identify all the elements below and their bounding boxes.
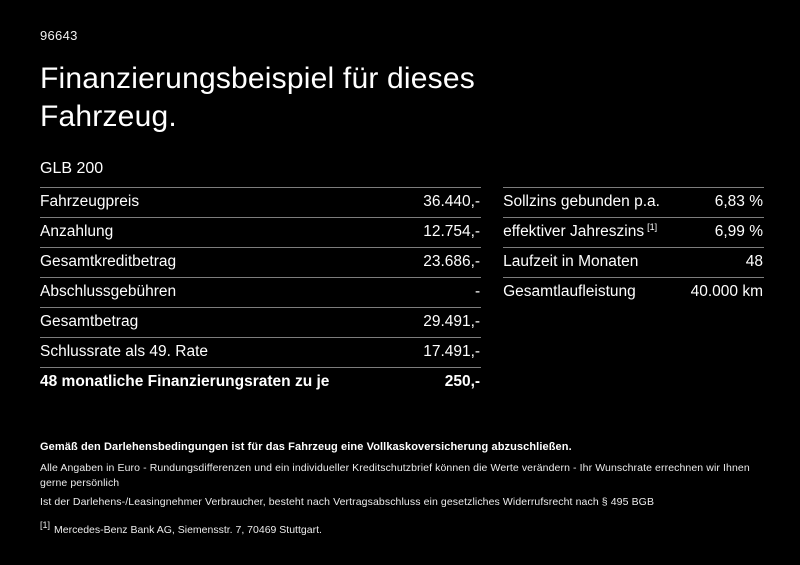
row-label: Sollzins gebunden p.a. bbox=[503, 192, 660, 210]
vehicle-model: GLB 200 bbox=[40, 159, 104, 177]
row-value: 48 bbox=[745, 252, 763, 270]
table-row-sollzins: Sollzins gebunden p.a. 6,83 % bbox=[503, 188, 764, 218]
row-label: effektiver Jahreszins [1] bbox=[503, 221, 658, 241]
table-row-laufzeit: Laufzeit in Monaten 48 bbox=[503, 248, 764, 278]
row-label: Gesamtlaufleistung bbox=[503, 282, 636, 300]
footnote-ref-icon: [1] bbox=[647, 221, 658, 232]
row-label: Gesamtkreditbetrag bbox=[40, 252, 177, 270]
financing-tables: Fahrzeugpreis 36.440,- Anzahlung 12.754,… bbox=[40, 186, 764, 397]
row-label: Abschlussgebühren bbox=[40, 282, 177, 300]
row-value: - bbox=[474, 282, 481, 300]
disclaimer-line-2: Ist der Darlehens-/Leasingnehmer Verbrau… bbox=[40, 496, 655, 509]
footnote-text: Mercedes-Benz Bank AG, Siemensstr. 7, 70… bbox=[54, 523, 322, 536]
table-row-anzahlung: Anzahlung 12.754,- bbox=[40, 218, 482, 248]
row-value: 17.491,- bbox=[423, 342, 481, 360]
row-value: 36.440,- bbox=[423, 192, 481, 210]
footnote-marker: [1] bbox=[40, 520, 51, 531]
row-label: Gesamtbetrag bbox=[40, 312, 139, 330]
row-value: 29.491,- bbox=[423, 312, 481, 330]
row-value: 6,83 % bbox=[714, 192, 763, 210]
table-row-gesamtkreditbetrag: Gesamtkreditbetrag 23.686,- bbox=[40, 248, 482, 278]
page-title: Finanzierungsbeispiel für dieses Fahrzeu… bbox=[40, 62, 475, 134]
row-value: 40.000 km bbox=[690, 282, 763, 300]
footnote: [1] Mercedes-Benz Bank AG, Siemensstr. 7,… bbox=[40, 521, 766, 536]
disclaimer-line-1: Alle Angaben in Euro - Rundungsdifferenz… bbox=[40, 462, 750, 490]
row-value: 12.754,- bbox=[423, 222, 481, 240]
row-label: Laufzeit in Monaten bbox=[503, 252, 639, 270]
row-value: 6,99 % bbox=[714, 222, 763, 240]
table-row-fahrzeugpreis: Fahrzeugpreis 36.440,- bbox=[40, 188, 482, 218]
row-value: 23.686,- bbox=[423, 252, 481, 270]
insurance-note: Gemäß den Darlehensbedingungen ist für d… bbox=[40, 441, 572, 453]
row-label: 48 monatliche Finanzierungsraten zu je bbox=[40, 372, 330, 390]
footer-disclaimers: Gemäß den Darlehensbedingungen ist für d… bbox=[40, 441, 766, 536]
table-row-abschlussgebuehren: Abschlussgebühren - bbox=[40, 278, 482, 308]
document-id: 96643 bbox=[40, 28, 78, 43]
table-row-gesamtbetrag: Gesamtbetrag 29.491,- bbox=[40, 308, 482, 338]
table-row-monatsrate: 48 monatliche Finanzierungsraten zu je 2… bbox=[40, 368, 481, 397]
finance-table-right: Sollzins gebunden p.a. 6,83 % effektiver… bbox=[503, 186, 764, 307]
row-label-text: effektiver Jahreszins bbox=[503, 222, 645, 240]
table-row-gesamtlaufleistung: Gesamtlaufleistung 40.000 km bbox=[503, 278, 764, 307]
row-value: 250,- bbox=[444, 372, 481, 390]
row-label: Schlussrate als 49. Rate bbox=[40, 342, 209, 360]
finance-table-left: Fahrzeugpreis 36.440,- Anzahlung 12.754,… bbox=[40, 186, 482, 397]
row-label: Fahrzeugpreis bbox=[40, 192, 140, 210]
table-row-schlussrate: Schlussrate als 49. Rate 17.491,- bbox=[40, 338, 482, 368]
row-label: Anzahlung bbox=[40, 222, 114, 240]
table-row-effektiver-jahreszins: effektiver Jahreszins [1] 6,99 % bbox=[503, 218, 764, 248]
